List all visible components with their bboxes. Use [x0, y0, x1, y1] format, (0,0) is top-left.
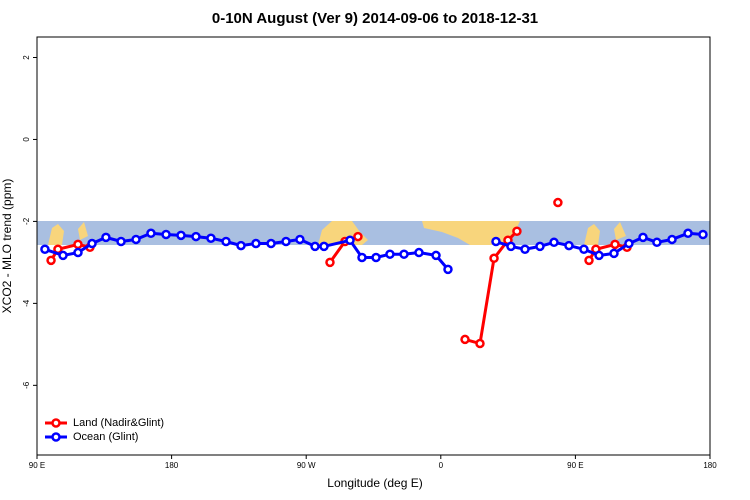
point: [667, 234, 677, 245]
y-tick-label: -4: [22, 299, 31, 307]
point: [443, 264, 453, 275]
point: [579, 244, 589, 255]
point: [353, 231, 363, 242]
point: [491, 236, 501, 247]
point: [87, 238, 97, 249]
point: [414, 247, 424, 258]
x-tick-label: 90 E: [29, 461, 45, 470]
legend-label: Ocean (Glint): [73, 431, 138, 443]
point: [371, 252, 381, 263]
point: [116, 236, 126, 247]
x-tick-label: 90 W: [297, 461, 316, 470]
point: [683, 228, 693, 239]
y-tick-label: 0: [22, 137, 31, 142]
point: [281, 236, 291, 247]
point: [101, 232, 111, 243]
point: [131, 234, 141, 245]
point: [325, 257, 335, 268]
x-tick-label: 90 E: [567, 461, 583, 470]
x-tick-label: 180: [165, 461, 179, 470]
series-line: [587, 242, 628, 262]
y-axis-label: XCO2 - MLO trend (ppm): [0, 179, 14, 314]
point: [520, 244, 530, 255]
point: [512, 226, 522, 236]
point: [475, 338, 485, 349]
point: [564, 240, 574, 251]
series-line: [49, 242, 91, 262]
point: [319, 241, 329, 252]
point: [295, 234, 305, 245]
point: [609, 248, 619, 259]
point: [460, 334, 470, 345]
y-tick-label: -6: [22, 381, 31, 389]
point: [584, 255, 594, 266]
point: [221, 236, 231, 247]
legend-marker: [51, 432, 61, 442]
point: [594, 250, 604, 261]
point: [266, 238, 276, 249]
point: [161, 229, 171, 240]
point: [58, 250, 68, 261]
point: [399, 249, 409, 259]
point: [191, 231, 201, 242]
point: [652, 237, 662, 248]
point: [310, 241, 320, 252]
point: [489, 253, 499, 264]
point: [73, 239, 83, 250]
point: [431, 250, 441, 261]
point: [624, 238, 634, 249]
x-tick-label: 0: [439, 461, 444, 470]
point: [638, 232, 648, 243]
point: [506, 241, 516, 252]
point: [345, 235, 355, 246]
legend-label: Land (Nadir&Glint): [73, 417, 164, 429]
plot-frame: [36, 36, 711, 456]
y-tick-label: 2: [22, 55, 31, 60]
point: [73, 247, 83, 258]
point: [610, 239, 620, 250]
point: [46, 255, 56, 266]
point: [251, 238, 261, 249]
point: [176, 230, 186, 241]
point: [40, 244, 50, 255]
point: [549, 237, 559, 248]
point: [146, 228, 156, 239]
point: [535, 241, 545, 252]
point: [236, 240, 246, 251]
x-tick-label: 180: [703, 461, 717, 470]
point: [553, 197, 563, 208]
x-axis-label: Longitude (deg E): [327, 476, 422, 490]
point: [206, 233, 216, 243]
series-line: [44, 231, 450, 271]
chart-title: 0-10N August (Ver 9) 2014-09-06 to 2018-…: [212, 10, 538, 27]
y-tick-label: -2: [22, 217, 31, 225]
legend-marker: [51, 418, 61, 428]
point: [385, 249, 395, 259]
point: [357, 252, 367, 263]
point: [698, 229, 708, 240]
